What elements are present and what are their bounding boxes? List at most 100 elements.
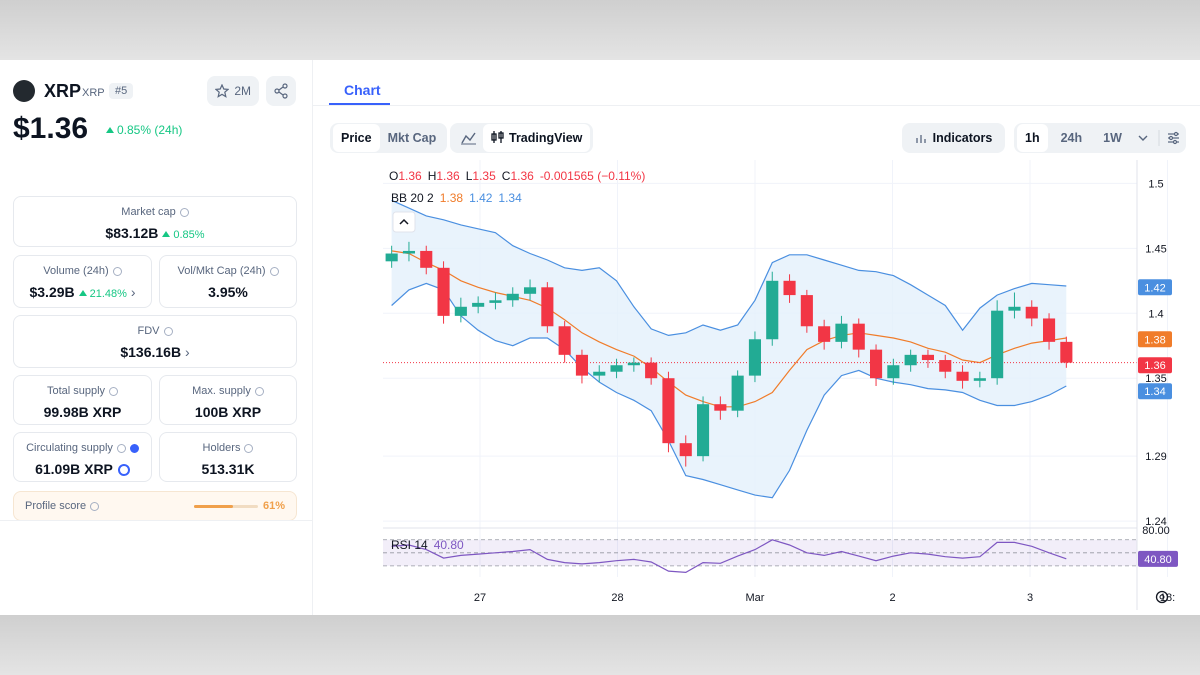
settings-icon[interactable] bbox=[1155, 590, 1169, 604]
rsi-label: RSI 14 bbox=[391, 538, 428, 552]
price-badge bbox=[1138, 383, 1172, 400]
candle-body bbox=[852, 323, 865, 350]
stat-value: 99.98B XRP bbox=[43, 404, 122, 420]
price-badge-label: 1.34 bbox=[1144, 386, 1165, 398]
candle-body bbox=[506, 293, 519, 301]
y-tick-label: 1.29 bbox=[1145, 451, 1166, 463]
candle-body bbox=[437, 267, 450, 316]
collapse-button[interactable] bbox=[392, 211, 416, 233]
candle-body bbox=[454, 306, 467, 316]
line-icon[interactable] bbox=[453, 127, 483, 149]
top-frame bbox=[0, 0, 1200, 60]
stat-value: $136.16B bbox=[120, 344, 182, 360]
price-badge bbox=[1138, 331, 1172, 348]
stat-card: Holders 513.31K bbox=[159, 432, 297, 482]
tab-underline bbox=[329, 103, 390, 105]
bollinger-fill bbox=[391, 200, 1067, 498]
candle-body bbox=[904, 354, 917, 366]
chart-kind[interactable]: Mkt Cap bbox=[387, 131, 437, 145]
bb-legend: BB 20 2 1.38 1.42 1.34 bbox=[391, 191, 522, 205]
candle-body bbox=[1025, 306, 1038, 319]
range[interactable]: 24h bbox=[1060, 131, 1083, 145]
price-chart: 27 28 Mar 2 3 18:1.51.451.41.351.291.241.421.… bbox=[383, 160, 1178, 610]
candle-body bbox=[939, 360, 952, 372]
candle-body bbox=[489, 300, 502, 303]
coin-symbol: XRP bbox=[82, 87, 105, 99]
candle-body bbox=[869, 349, 883, 379]
stat-value: 61% bbox=[263, 500, 286, 512]
candle-body bbox=[420, 250, 433, 268]
ohlc-legend: O1.36 H1.36 L1.35 C1.36 -0.001565 (−0.11%) bbox=[389, 169, 645, 183]
bollinger-band bbox=[391, 282, 1067, 499]
candle-body bbox=[748, 339, 762, 376]
y-tick-label: 1.24 bbox=[1145, 516, 1166, 528]
stat-card: Total supply 99.98B XRP bbox=[13, 375, 152, 425]
candle-body bbox=[991, 310, 1004, 379]
bollinger-middle bbox=[391, 250, 1067, 408]
candle-body bbox=[1042, 318, 1056, 342]
rsi-badge bbox=[1138, 550, 1178, 567]
candle-body bbox=[593, 371, 606, 376]
tab[interactable]: Chart bbox=[344, 82, 381, 98]
stat-card: Volume (24h) $3.29B 21.48% › bbox=[13, 255, 152, 308]
tradingview-label: TradingView bbox=[509, 131, 583, 145]
stat-label: Holders bbox=[202, 442, 241, 454]
chart-kind[interactable]: Price bbox=[333, 124, 380, 152]
stat-value: $3.29B bbox=[29, 284, 75, 300]
range[interactable]: 1h bbox=[1017, 124, 1048, 152]
x-tick-label: Mar bbox=[746, 592, 765, 604]
rsi-badge-label: 40.80 bbox=[1144, 554, 1172, 566]
share-button[interactable] bbox=[266, 76, 296, 106]
candle-body bbox=[472, 302, 485, 307]
rsi-line bbox=[391, 539, 1067, 574]
sidebar: XRP XRP #5 2M $1.36 0.85% (24h) Market c… bbox=[0, 60, 313, 615]
stat-card: Vol/Mkt Cap (24h) 3.95% bbox=[159, 255, 297, 308]
price-change: 0.85% (24h) bbox=[102, 123, 182, 137]
rsi-legend: RSI 14 40.80 bbox=[391, 538, 464, 552]
candle-body bbox=[575, 354, 589, 376]
indicators-label: Indicators bbox=[932, 131, 993, 145]
candle-body bbox=[558, 326, 571, 355]
candle-body bbox=[766, 280, 779, 340]
price-change-text: 0.85% (24h) bbox=[117, 123, 183, 137]
x-tick-label: 27 bbox=[474, 592, 486, 604]
price: $1.36 bbox=[13, 112, 89, 145]
price-badge bbox=[1138, 357, 1172, 374]
range-tools[interactable] bbox=[1130, 126, 1183, 150]
range[interactable]: 1W bbox=[1103, 131, 1122, 145]
ohlc-key: H bbox=[428, 169, 437, 183]
candle-body bbox=[887, 365, 900, 379]
indicators-button[interactable]: Indicators bbox=[902, 123, 1005, 153]
rank-badge: #5 bbox=[109, 83, 134, 99]
price-badge-label: 1.36 bbox=[1144, 360, 1165, 372]
watchlist-button[interactable]: 2M bbox=[207, 76, 259, 106]
stat-change: 0.85% bbox=[173, 229, 205, 241]
ohlc-value: 1.36 bbox=[436, 169, 460, 183]
rsi-tick-label: 80.00 bbox=[1142, 525, 1170, 537]
watchers: 2M bbox=[234, 84, 251, 98]
stat-label: Market cap bbox=[121, 206, 176, 218]
candle-body bbox=[1008, 306, 1021, 311]
candle-body bbox=[1060, 341, 1073, 363]
ohlc-key: L bbox=[466, 169, 473, 183]
candle-body bbox=[956, 371, 969, 381]
bb-value: 1.38 bbox=[440, 191, 464, 205]
stat-label: Circulating supply bbox=[26, 442, 113, 454]
coin-logo bbox=[13, 80, 35, 102]
candle-body bbox=[402, 250, 416, 254]
ohlc-value: 1.36 bbox=[398, 169, 422, 183]
x-tick-label: 2 bbox=[889, 592, 895, 604]
tradingview-button[interactable]: TradingView bbox=[483, 124, 591, 152]
candle-body bbox=[714, 404, 727, 411]
stat-label: Volume (24h) bbox=[43, 265, 109, 277]
stat-value: 100B XRP bbox=[194, 404, 262, 420]
profile-label: Profile score bbox=[25, 500, 100, 512]
stat-change: 21.48% bbox=[89, 288, 127, 300]
candle-body bbox=[679, 443, 692, 457]
candle-body bbox=[523, 287, 537, 294]
candle-body bbox=[385, 253, 398, 262]
stat-card: Market cap $83.12B 0.85% bbox=[13, 196, 297, 247]
price-badge-label: 1.38 bbox=[1144, 334, 1165, 346]
